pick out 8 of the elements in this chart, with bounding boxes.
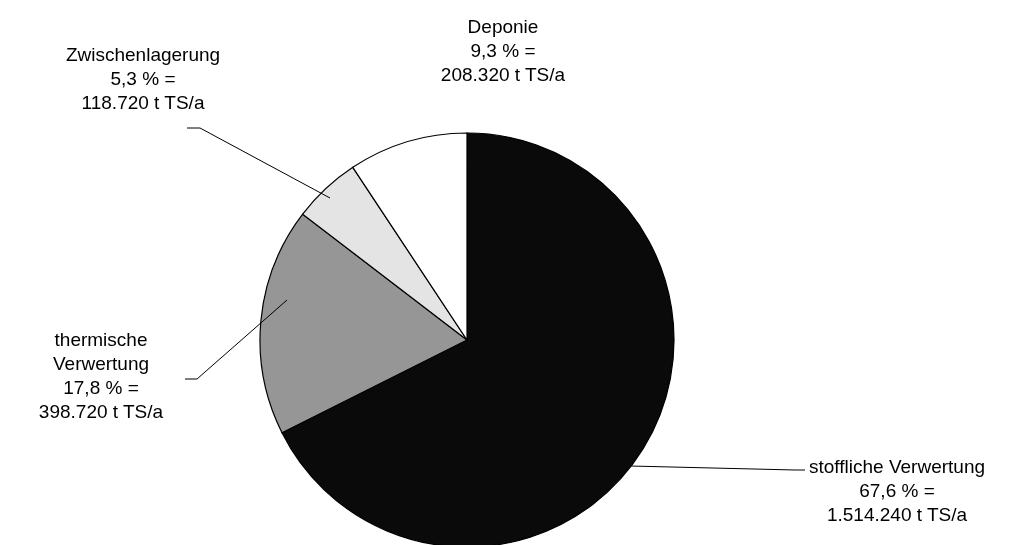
data-label: 9,3 % = 208.320 t TS/a [440, 40, 566, 85]
slice-label: Zwischenlagerung [65, 44, 221, 65]
slice-label: thermische Verwertung [52, 329, 150, 374]
slice-label: Deponie [467, 16, 539, 37]
data-label: 67,6 % = 1.514.240 t TS/a [826, 480, 968, 525]
slice-label: stoffliche Verwertung [808, 456, 986, 477]
data-label: 17,8 % = 398.720 t TS/a [38, 377, 164, 422]
data-label: 5,3 % = 118.720 t TS/a [81, 68, 205, 113]
